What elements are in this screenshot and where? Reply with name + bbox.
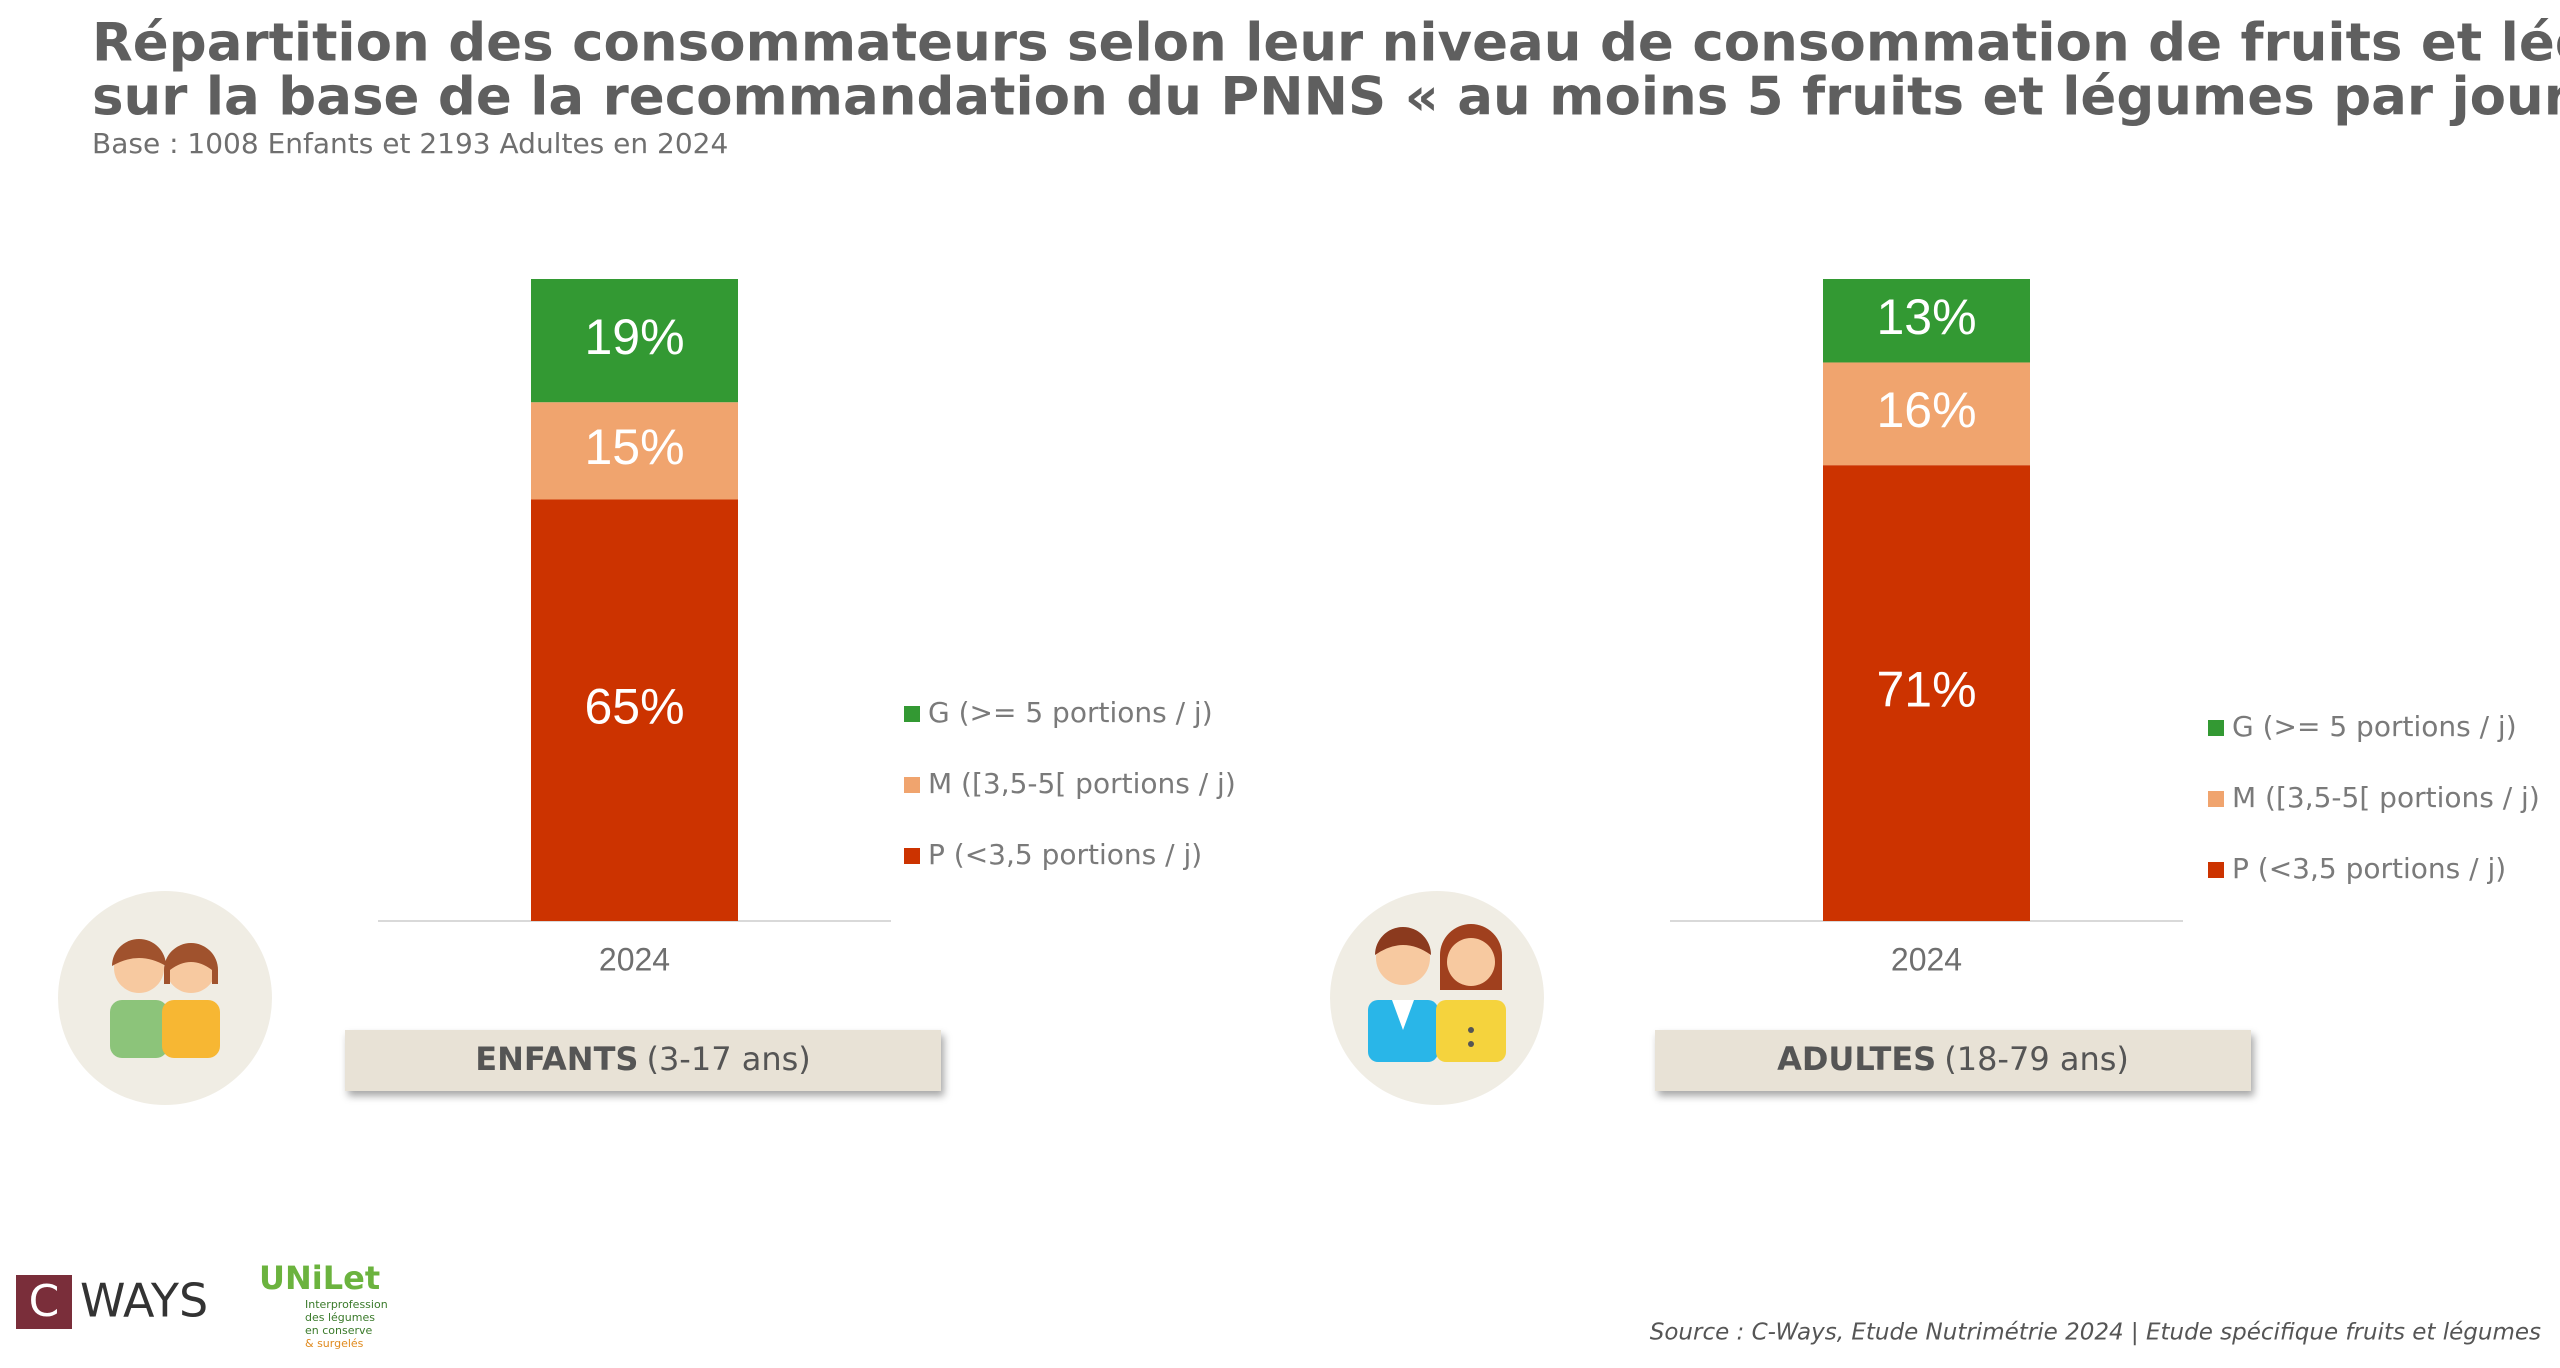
bar-segment (531, 499, 738, 921)
logo-text: C (29, 1276, 60, 1327)
adults-icon (1330, 891, 1544, 1105)
bar-segment (531, 279, 738, 403)
bar-segment (1823, 362, 2030, 466)
legend-entry: M ([3,5-5[ portions / j) (2232, 781, 2540, 814)
value-label: 13% (1876, 289, 1976, 345)
value-label: 71% (1876, 661, 1976, 717)
bar-segment (531, 402, 738, 500)
legend-swatch (904, 848, 920, 864)
value-label: 19% (584, 309, 684, 365)
group-label: ADULTES (18-79 ans) (1777, 1040, 2129, 1078)
subtitle: Base : 1008 Enfants et 2193 Adultes en 2… (92, 127, 728, 160)
logo-box (16, 1275, 72, 1329)
logo-subtext: & surgelés (305, 1337, 364, 1350)
legend-swatch (904, 706, 920, 722)
legend-swatch (2208, 862, 2224, 878)
group-label-rest: (18-79 ans) (1944, 1040, 2129, 1078)
legend-entry: P (<3,5 portions / j) (928, 838, 1202, 871)
legend-swatch (904, 777, 920, 793)
title-line: sur la base de la recommandation du PNNS… (92, 67, 2560, 128)
group-label-bold: ENFANTS (475, 1040, 638, 1078)
group-label-rest: (3-17 ans) (646, 1040, 810, 1078)
value-label: 15% (584, 419, 684, 475)
group-label-bold: ADULTES (1777, 1040, 1936, 1078)
group-box (345, 1030, 941, 1091)
bar-segment (1823, 279, 2030, 363)
group-box (1655, 1030, 2251, 1091)
source: Source : C-Ways, Etude Nutrimétrie 2024 … (1650, 1320, 2541, 1346)
legend-entry: M ([3,5-5[ portions / j) (928, 767, 1236, 800)
x-tick-label: 2024 (1891, 941, 1962, 977)
legend-entry: G (>= 5 portions / j) (928, 696, 1213, 729)
children-icon (58, 891, 272, 1105)
legend-swatch (2208, 791, 2224, 807)
legend-entry: G (>= 5 portions / j) (2232, 710, 2517, 743)
legend-swatch (2208, 720, 2224, 736)
x-tick-label: 2024 (599, 941, 670, 977)
logo-text: UNiLet (259, 1259, 380, 1297)
value-label: 65% (584, 678, 684, 734)
bar-segment (1823, 465, 2030, 921)
value-label: 16% (1876, 382, 1976, 438)
title-line: Répartition des consommateurs selon leur… (92, 13, 2560, 74)
logo-subtext: en conserve (305, 1324, 373, 1337)
logo-text: WAYS (80, 1274, 208, 1328)
group-label: ENFANTS (3-17 ans) (475, 1040, 811, 1078)
logo-subtext: Interprofession (305, 1298, 388, 1311)
legend-entry: P (<3,5 portions / j) (2232, 852, 2506, 885)
logo-subtext: des légumes (305, 1311, 375, 1324)
